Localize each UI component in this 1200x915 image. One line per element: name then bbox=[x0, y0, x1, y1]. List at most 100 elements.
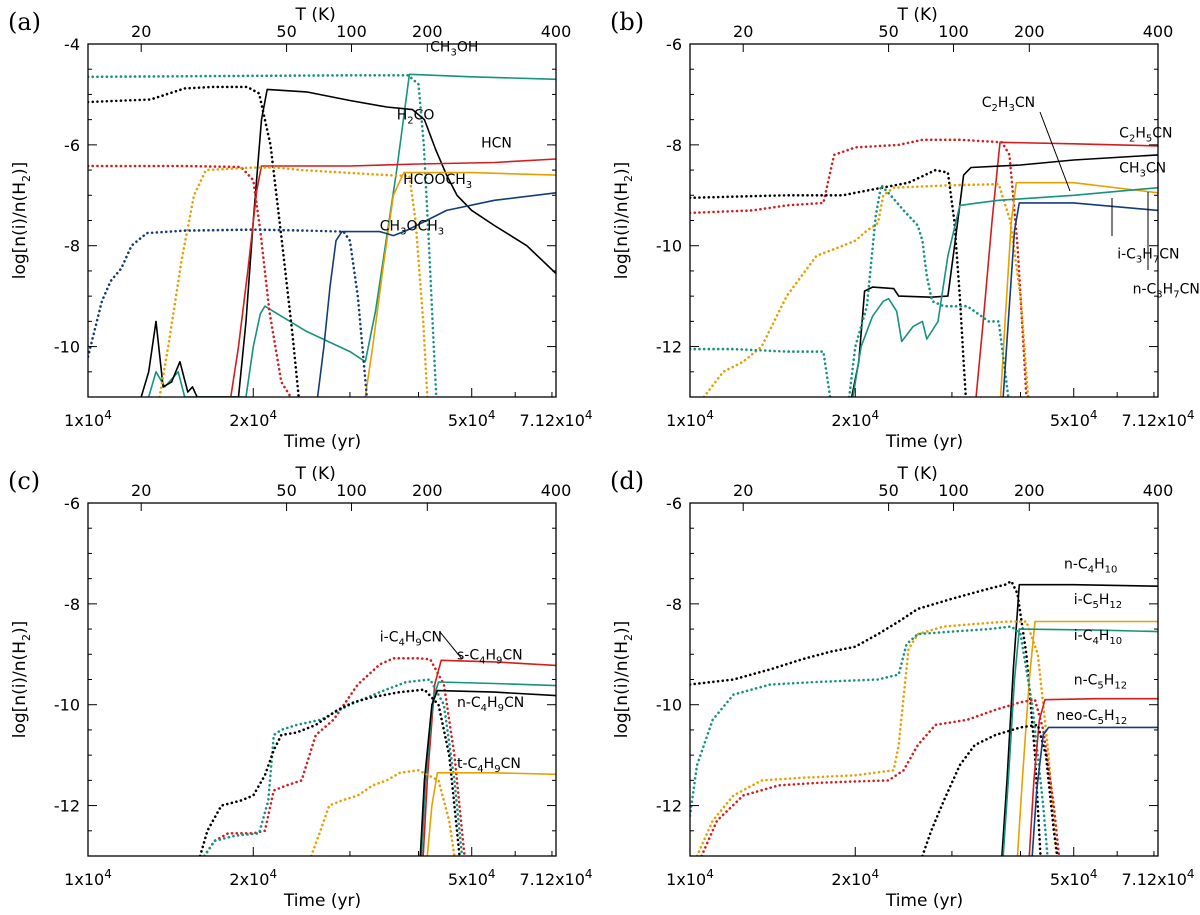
y-tick-label: -8 bbox=[666, 595, 682, 614]
series-label: n-C3H7CN bbox=[1133, 282, 1200, 301]
series-line-i-c5h12-solid bbox=[1016, 620, 1158, 856]
leader-line bbox=[1039, 111, 1071, 192]
top-tick-label: 20 bbox=[131, 22, 151, 41]
panel-0: -10 -8 -6 -4 1x104 2x104 5x104 7.12x104 20 50 100 2… bbox=[8, 5, 593, 452]
top-tick-label: 50 bbox=[276, 22, 296, 41]
panel-label: (b) bbox=[610, 8, 644, 36]
panel-label: (d) bbox=[610, 467, 644, 495]
series-line-ch3cn-solid bbox=[850, 154, 1158, 397]
y-tick-label: -8 bbox=[666, 136, 682, 155]
series-line-hcooch3-dotted bbox=[158, 166, 429, 397]
x-tick-label: 2x104 bbox=[229, 408, 277, 430]
series-group bbox=[690, 138, 1158, 397]
top-tick-label: 200 bbox=[1014, 22, 1045, 41]
series-label: CH3CN bbox=[1119, 161, 1166, 180]
top-tick-label: 200 bbox=[412, 481, 443, 500]
series-label: i-C5H12 bbox=[1074, 592, 1122, 611]
series-line-neo-c5h12-solid bbox=[1031, 726, 1158, 856]
series-line-i-c4h9cn-dotted bbox=[203, 678, 464, 856]
series-line-s-c4h9cn-solid bbox=[422, 659, 556, 856]
series-line-hcn-dotted bbox=[88, 164, 292, 397]
x-tick-label: 5x104 bbox=[448, 867, 496, 889]
y-tick-label: -6 bbox=[666, 494, 682, 513]
x-tick-label: 7.12x104 bbox=[519, 408, 592, 430]
top-tick-label: 400 bbox=[541, 22, 572, 41]
x-tick-label: 5x104 bbox=[1050, 408, 1098, 430]
series-label: i-C4H10 bbox=[1074, 628, 1122, 647]
panel-2: -12 -10 -8 -6 1x104 2x104 5x104 7.12x104 20 50 100… bbox=[8, 464, 593, 911]
series-line-i-c3h7cn-dotted bbox=[690, 347, 832, 397]
top-tick-label: 400 bbox=[541, 481, 572, 500]
x-tick-label: 7.12x104 bbox=[1121, 867, 1194, 889]
series-line-h2co-dotted bbox=[88, 85, 300, 397]
panel-label: (c) bbox=[8, 467, 40, 495]
series-line-i-c5h12-dotted bbox=[695, 620, 1058, 856]
y-axis-title: log[n(i)/n(H2)] bbox=[612, 621, 635, 739]
y-tick-label: -6 bbox=[64, 494, 80, 513]
series-line-i-c4h10-dotted bbox=[690, 625, 1049, 856]
top-axis-title: T (K) bbox=[295, 464, 336, 484]
x-tick-label: 5x104 bbox=[1050, 867, 1098, 889]
x-axis-title: Time (yr) bbox=[885, 432, 963, 452]
series-line-n-c4h9cn-dotted bbox=[198, 688, 461, 856]
series-line-c2h3cn-dotted bbox=[702, 182, 1030, 397]
x-tick-label: 1x104 bbox=[64, 408, 112, 430]
panel-1: -12 -10 -8 -6 1x104 2x104 5x104 7.12x104 20 50 100… bbox=[610, 5, 1200, 452]
series-label: CH3OH bbox=[430, 40, 478, 59]
y-tick-label: -10 bbox=[656, 237, 682, 256]
series-line-c2h5cn-solid bbox=[975, 141, 1158, 397]
x-axis-title: Time (yr) bbox=[885, 891, 963, 911]
series-label: HCN bbox=[481, 135, 512, 151]
y-tick-label: -8 bbox=[64, 595, 80, 614]
top-axis-title: T (K) bbox=[897, 464, 938, 484]
series-label: CH3OCH3 bbox=[380, 219, 444, 238]
y-axis-title: log[n(i)/n(H2)] bbox=[10, 621, 33, 739]
top-tick-label: 20 bbox=[733, 22, 753, 41]
series-line-n-c5h12-solid bbox=[1028, 697, 1158, 856]
x-tick-label: 2x104 bbox=[229, 867, 277, 889]
x-tick-label: 1x104 bbox=[666, 408, 714, 430]
top-tick-label: 400 bbox=[1143, 481, 1174, 500]
top-tick-label: 200 bbox=[1014, 481, 1045, 500]
y-tick-label: -6 bbox=[666, 35, 682, 54]
y-tick-label: -10 bbox=[656, 696, 682, 715]
series-line-n-c3h7cn-solid bbox=[1002, 202, 1158, 397]
panel-3: -12 -10 -8 -6 1x104 2x104 5x104 7.12x104 20 50 100… bbox=[610, 464, 1195, 911]
top-tick-label: 50 bbox=[878, 481, 898, 500]
x-tick-label: 2x104 bbox=[831, 867, 879, 889]
series-label: n-C4H10 bbox=[1064, 557, 1117, 576]
top-tick-label: 200 bbox=[412, 22, 443, 41]
series-line-n-c4h9cn-solid bbox=[419, 689, 556, 856]
leader-lines bbox=[439, 111, 1149, 660]
series-line-ch3oh-solid bbox=[147, 73, 556, 397]
series-line-n-c4h10-solid bbox=[1001, 583, 1158, 856]
plot-frame bbox=[689, 43, 1159, 398]
series-line-n-c4h10-dotted bbox=[690, 579, 1042, 856]
x-tick-label: 7.12x104 bbox=[1121, 408, 1194, 430]
series-line-h2co-solid bbox=[140, 88, 556, 397]
series-label: t-C4H9CN bbox=[457, 756, 521, 775]
x-tick-label: 7.12x104 bbox=[519, 867, 592, 889]
series-line-i-c4h9cn-solid bbox=[420, 681, 556, 856]
series-line-n-c5h12-dotted bbox=[700, 698, 1061, 856]
top-axis-title: T (K) bbox=[295, 5, 336, 25]
y-tick-label: -10 bbox=[54, 338, 80, 357]
series-line-hcooch3-solid bbox=[364, 171, 556, 397]
series-label: n-C5H12 bbox=[1074, 673, 1127, 692]
x-tick-label: 1x104 bbox=[666, 867, 714, 889]
series-label: C2H5CN bbox=[1119, 125, 1172, 144]
top-tick-label: 20 bbox=[733, 481, 753, 500]
top-axis-title: T (K) bbox=[897, 5, 938, 25]
series-line-i-c3h7cn-solid bbox=[852, 186, 1158, 397]
top-tick-label: 100 bbox=[336, 481, 367, 500]
top-tick-label: 100 bbox=[938, 481, 969, 500]
series-line-hcn-solid bbox=[230, 158, 556, 397]
series-line-ch3oh-dotted bbox=[88, 74, 438, 397]
series-line-i-c4h10-solid bbox=[1002, 628, 1158, 856]
x-tick-label: 2x104 bbox=[831, 408, 879, 430]
series-label: i-C4H9CN bbox=[380, 630, 442, 649]
top-tick-label: 100 bbox=[938, 22, 969, 41]
plot-frame bbox=[87, 502, 557, 857]
y-tick-label: -4 bbox=[64, 35, 80, 54]
